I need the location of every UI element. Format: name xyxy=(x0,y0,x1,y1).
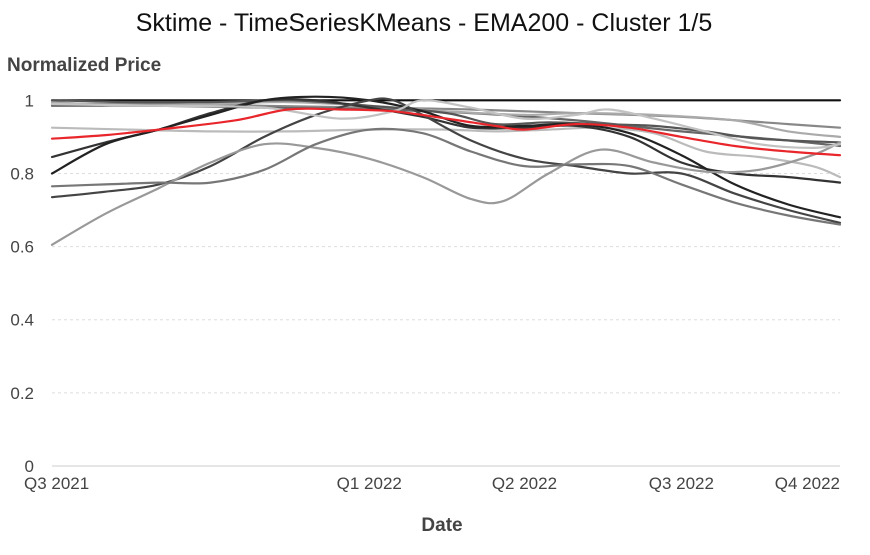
series-line xyxy=(50,100,842,138)
x-tick-label: Q3 2021 xyxy=(24,474,89,493)
y-tick-label: 0.8 xyxy=(10,164,34,183)
y-tick-label: 1 xyxy=(25,91,34,110)
y-tick-label: 0.4 xyxy=(10,311,34,330)
series-line xyxy=(50,141,842,246)
chart-title: Sktime - TimeSeriesKMeans - EMA200 - Clu… xyxy=(136,9,713,37)
x-axis-label: Date xyxy=(421,515,462,536)
series-line xyxy=(50,99,842,149)
series-lines xyxy=(50,95,842,246)
series-line xyxy=(50,126,842,179)
y-tick-label: 0.2 xyxy=(10,384,34,403)
series-line xyxy=(50,127,842,226)
series-line xyxy=(50,107,842,157)
y-tick-label: 0.6 xyxy=(10,238,34,257)
x-tick-label: Q2 2022 xyxy=(492,474,557,493)
x-tick-label: Q3 2022 xyxy=(649,474,714,493)
series-line xyxy=(50,102,842,129)
y-axis-label: Normalized Price xyxy=(7,55,161,76)
grid-lines xyxy=(52,99,840,467)
series-line xyxy=(50,97,842,224)
y-tick-label: 0 xyxy=(25,457,34,476)
x-tick-label: Q1 2022 xyxy=(337,474,402,493)
x-tick-label: Q4 2022 xyxy=(775,474,840,493)
y-tick-labels: 0 0.2 0.4 0.6 0.8 1 xyxy=(10,91,34,476)
x-tick-labels: Q3 2021 Q1 2022 Q2 2022 Q3 2022 Q4 2022 xyxy=(24,474,840,493)
